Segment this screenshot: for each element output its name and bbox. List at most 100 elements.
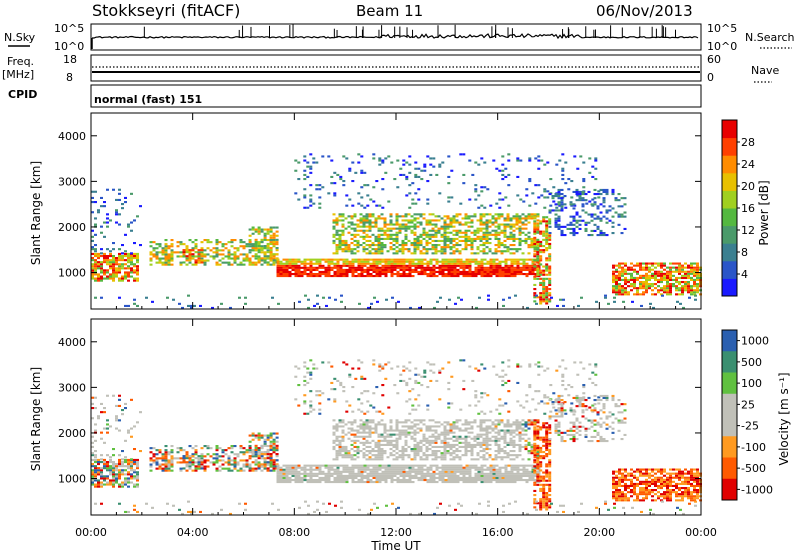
power-cell [112,248,115,251]
power-cell [191,263,195,266]
power-cell [233,261,237,264]
power-cell [512,217,516,220]
power-cell [599,234,603,237]
power-cell [602,199,606,202]
power-cell [423,270,427,273]
beam-label: Beam 11 [356,2,423,20]
power-cell [435,270,439,273]
velocity-cell [371,421,375,424]
power-cell [570,204,574,207]
velocity-cell [266,457,270,460]
power-cell [486,275,490,278]
power-cell [536,273,540,276]
velocity-cell [263,434,267,437]
power-cell [498,268,502,271]
power-cell [389,213,393,216]
velocity-cell [395,437,399,440]
velocity-cell [440,445,444,448]
velocity-cell [365,445,369,448]
velocity-cell [372,468,376,471]
velocity-cell [365,454,369,457]
power-cell [118,265,121,268]
power-cell [218,263,222,266]
power-cell [288,266,292,269]
power-cell [443,219,447,222]
power-cell [621,270,624,273]
power-cell [497,242,501,245]
velocity-cell [121,461,124,464]
velocity-cell [393,468,397,471]
velocity-cell [94,485,97,488]
power-cell [416,239,420,242]
power-cell [380,248,384,251]
power-cell [663,264,666,267]
power-cell [294,264,298,267]
power-cell [188,259,192,262]
velocity-cell [443,452,447,455]
power-cell [542,230,546,233]
velocity-cell [416,431,420,434]
power-cell [605,234,609,237]
power-cell [548,267,552,270]
power-cell [474,275,478,278]
velocity-cell [294,474,298,477]
power-cell [416,246,420,249]
power-cell [386,223,390,226]
velocity-cell [404,450,408,453]
colorbar-swatch [722,243,737,262]
power-cell [103,255,106,258]
power-cell [684,276,687,279]
velocity-cell [398,433,402,436]
power-cell [441,270,445,273]
velocity-cell [392,429,396,432]
velocity-cell [443,445,447,448]
power-cell [420,169,424,172]
velocity-cell [269,436,273,439]
power-cell [401,250,405,253]
power-cell [453,266,457,269]
power-cell [590,203,594,206]
power-cell [161,249,165,252]
power-cell [447,196,451,199]
velocity-cell [251,451,255,454]
velocity-cell [513,481,517,484]
power-cell [591,198,595,201]
velocity-cell [300,466,304,469]
power-cell [462,275,466,278]
power-cell [456,275,460,278]
power-cell [612,276,615,279]
velocity-cell [191,459,195,462]
power-cell [91,201,94,204]
velocity-cell [501,474,505,477]
velocity-cell [288,466,292,469]
power-cell [492,266,496,269]
power-cell [666,276,669,279]
velocity-cell [368,431,372,434]
velocity-cell [519,474,523,477]
velocity-cell [139,411,142,414]
power-cell [470,252,474,255]
power-cell [605,193,609,196]
power-cell [109,267,112,270]
power-cell [248,240,252,243]
power-cell [426,264,430,267]
power-cell [681,287,684,290]
power-cell [621,293,624,296]
power-cell [342,275,346,278]
power-cell [687,264,690,267]
power-cell [455,231,459,234]
power-cell [405,268,409,271]
velocity-cell [106,394,109,397]
velocity-cell [333,472,337,475]
power-cell [521,227,525,230]
power-cell [332,233,336,236]
velocity-cell [227,469,231,472]
power-cell [100,225,103,228]
power-cell [501,155,505,158]
power-cell [353,215,357,218]
power-cell [390,268,394,271]
power-cell [393,260,397,263]
power-cell [557,188,561,191]
power-cell [470,239,474,242]
power-cell [458,244,462,247]
